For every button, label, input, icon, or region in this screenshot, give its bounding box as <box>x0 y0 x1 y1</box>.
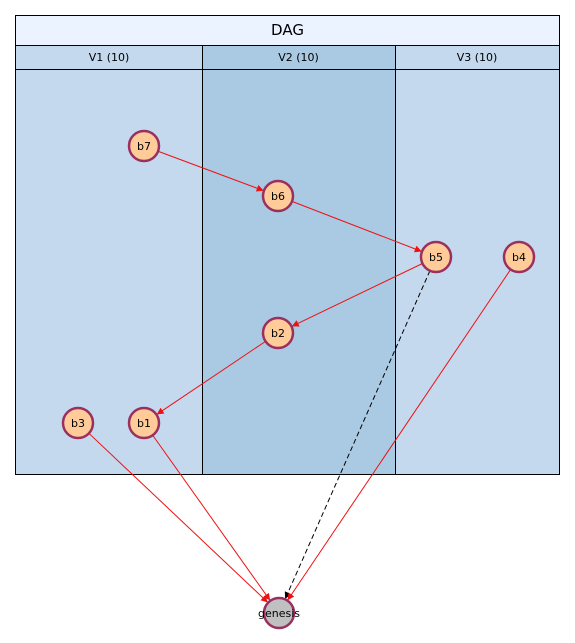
node-genesis[interactable]: genesis <box>258 596 300 630</box>
lane-divider <box>395 46 396 474</box>
lane-v1 <box>16 70 202 474</box>
edge-b4-genesis <box>287 269 512 601</box>
edge-b6-b5 <box>291 200 422 253</box>
node-circle <box>502 240 536 274</box>
lane-v2 <box>202 70 395 474</box>
node-label: b2 <box>271 327 285 340</box>
edge-b7-b6 <box>157 150 264 192</box>
dag-title: DAG <box>16 16 559 46</box>
node-circle <box>262 596 296 630</box>
node-label: b4 <box>512 251 526 264</box>
node-label: b1 <box>137 417 151 430</box>
node-b2[interactable]: b2 <box>261 316 295 350</box>
dag-container: DAG V1 (10) V2 (10) V3 (10) <box>15 15 560 475</box>
node-label: b6 <box>271 190 285 203</box>
node-label: b5 <box>429 251 443 264</box>
node-b6[interactable]: b6 <box>261 179 295 213</box>
node-b1[interactable]: b1 <box>127 406 161 440</box>
node-circle <box>61 406 95 440</box>
node-label: b3 <box>71 417 85 430</box>
node-b5[interactable]: b5 <box>419 240 453 274</box>
node-circle <box>261 316 295 350</box>
node-b4[interactable]: b4 <box>502 240 536 274</box>
edge-b5-b2 <box>291 263 423 327</box>
node-label: b7 <box>137 140 151 153</box>
node-b7[interactable]: b7 <box>127 129 161 163</box>
edge-b3-genesis <box>88 432 268 603</box>
lane-divider <box>202 46 203 474</box>
node-label: genesis <box>258 607 300 620</box>
node-b3[interactable]: b3 <box>61 406 95 440</box>
edge-b1-genesis <box>152 434 271 601</box>
node-circle <box>127 129 161 163</box>
lane-header-v1: V1 (10) <box>16 46 202 70</box>
lane-header-v3: V3 (10) <box>395 46 559 70</box>
lane-header-v2: V2 (10) <box>202 46 395 70</box>
edge-b2-b1 <box>156 340 266 415</box>
edge-b5-genesis <box>284 270 431 600</box>
node-circle <box>261 179 295 213</box>
lane-v3 <box>395 70 559 474</box>
node-circle <box>419 240 453 274</box>
node-circle <box>127 406 161 440</box>
